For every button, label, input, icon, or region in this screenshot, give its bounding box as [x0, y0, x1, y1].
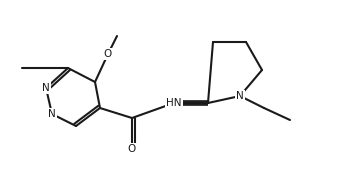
Text: N: N	[236, 91, 244, 101]
Text: N: N	[42, 83, 50, 93]
Text: O: O	[104, 49, 112, 59]
Text: O: O	[128, 144, 136, 154]
Text: HN: HN	[166, 98, 182, 108]
Text: N: N	[48, 109, 56, 119]
